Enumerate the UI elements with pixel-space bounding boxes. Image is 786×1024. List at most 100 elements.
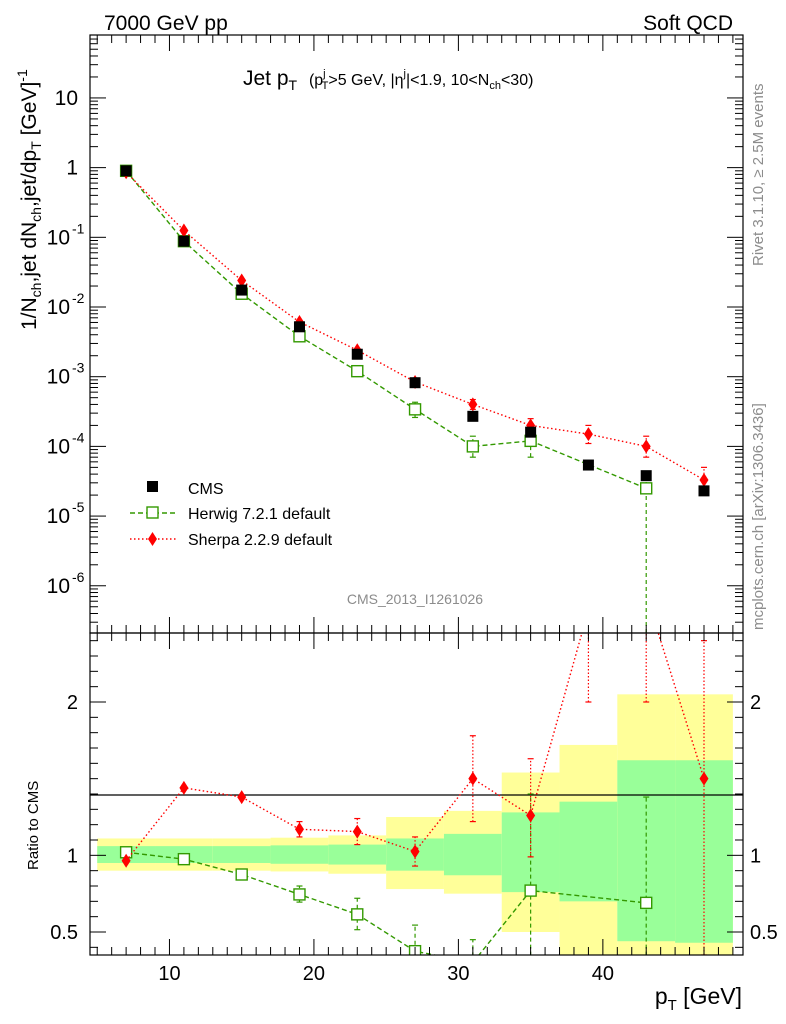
ylabel-b-sub: ch: [28, 207, 44, 222]
main-y-tick-exponent: -6: [72, 569, 85, 585]
main-cms-point: [120, 165, 132, 177]
ratio-marks: [119, 603, 709, 955]
xlabel-sub: T: [668, 997, 677, 1014]
main-sherpa-line: [125, 171, 705, 481]
main-sherpa-point: [641, 439, 651, 454]
ylabel-a-sub: ch: [28, 283, 44, 298]
ratio-y-axis-label: Ratio to CMS: [25, 781, 42, 870]
title-cuts-pt-sup: j: [322, 68, 325, 80]
ratio-sherpa-point: [179, 780, 189, 795]
main-cms-point: [582, 459, 594, 471]
title-main-sub: T: [289, 77, 298, 93]
ratio-y-tick-label-left: 1: [67, 845, 78, 867]
ratio-sherpa-point: [584, 603, 593, 617]
rivet-version-label: Rivet 3.1.10, ≥ 2.5M events: [750, 84, 767, 267]
ratio-sherpa-point: [294, 822, 304, 837]
ratio-y-tick-label-left: 0.5: [50, 922, 78, 944]
main-sherpa-point: [468, 397, 478, 412]
process-label: Soft QCD: [643, 12, 733, 35]
ylabel-b: ,jet dN: [18, 222, 41, 283]
main-herwig-point: [408, 403, 422, 416]
main-herwig-point: [293, 330, 306, 343]
title-eta-sup: j: [403, 68, 406, 80]
main-y-tick-exponent: -2: [72, 290, 85, 306]
title-cuts-pt-sub: T: [322, 80, 329, 92]
title-cuts: (pj T>5 GeV, |ηj|<1.9, 10<Nch<30): [309, 68, 533, 92]
ylabel-c-sub: T: [28, 141, 44, 150]
ylabel-d-sup: -1: [14, 69, 30, 82]
ratio-sherpa-point: [237, 790, 247, 805]
main-cms-point: [525, 426, 537, 438]
main-cms-point: [236, 284, 248, 296]
main-cms-point: [640, 470, 652, 482]
analysis-id-label: CMS_2013_I1261026: [347, 591, 483, 607]
main-cms-point: [698, 485, 710, 497]
main-cms-point: [351, 348, 363, 360]
main-sherpa-point: [237, 273, 247, 288]
x-axis-label: pT [GeV]: [655, 983, 742, 1014]
main-y-tick-exponent: -3: [72, 360, 85, 376]
x-tick-label: 20: [303, 963, 325, 985]
main-cms-point: [409, 377, 421, 389]
main-herwig-point: [640, 482, 653, 495]
main-y-tick-exponent: -5: [72, 499, 85, 515]
main-y-axis-label: 1/Nch,jet dNch,jet/dpT [GeV]-1: [14, 69, 44, 330]
x-tick-label: 30: [447, 963, 469, 985]
ratio-herwig-point: [177, 852, 191, 866]
main-y-tick-label: 10: [47, 435, 70, 458]
energy-label: 7000 GeV pp: [104, 12, 228, 35]
legend-marker-herwig: [146, 506, 159, 519]
ylabel-d: [GeV]: [18, 82, 41, 142]
title-main: Jet p: [243, 67, 289, 90]
main-sherpa-point: [179, 223, 189, 238]
title-cuts-rest: >5 GeV, |η: [328, 72, 403, 89]
ratio-band-inner: [443, 833, 502, 876]
ratio-y-tick-label-right: 0.5: [750, 922, 778, 944]
main-y-tick-label: 10: [47, 366, 70, 389]
ratio-band-inner: [617, 760, 676, 942]
legend: CMS Herwig 7.2.1 default Sherpa 2.2.9 de…: [130, 481, 333, 549]
main-herwig-point: [466, 440, 480, 453]
ratio-herwig-point: [351, 908, 364, 921]
main-herwig-line: [125, 170, 647, 489]
x-tick-label: 40: [592, 963, 614, 985]
ratio-plot-panel: 10 20 30 40 0.5 0.5 1 1 2 2 Ratio to CMS pT [GeV]: [25, 603, 778, 1014]
ratio-herwig-point: [235, 868, 248, 881]
title-cuts-end: <30): [501, 72, 533, 89]
main-y-tick-label: 10: [47, 505, 70, 528]
ratio-sherpa-point: [526, 808, 536, 823]
ratio-band-inner: [559, 801, 618, 902]
main-marks: [119, 164, 710, 633]
main-y-tick-exponent: -4: [72, 429, 85, 445]
title-cuts-open: (p: [309, 72, 323, 89]
legend-label-herwig: Herwig 7.2.1 default: [188, 506, 331, 523]
ratio-band-inner: [328, 844, 387, 865]
xlabel-unit: [GeV]: [677, 983, 742, 1009]
title-cuts-tail: |<1.9, 10<N: [406, 72, 489, 89]
xlabel-main: p: [655, 983, 668, 1009]
plot-title: Jet pT (pj T>5 GeV, |ηj|<1.9, 10<Nch<30): [243, 67, 533, 95]
main-y-tick-label: 1: [66, 157, 78, 180]
ratio-herwig-point: [293, 888, 306, 901]
ylabel-c: ,jet/dp: [18, 150, 41, 207]
ratio-y-tick-label-right: 2: [750, 692, 761, 714]
mcplots-label: mcplots.cern.ch [arXiv:1306.3436]: [750, 403, 767, 630]
main-y-tick-label: 10: [47, 226, 70, 249]
legend-marker-cms: [147, 481, 158, 492]
legend-marker-sherpa: [148, 532, 157, 546]
main-y-tick-exponent: -1: [72, 220, 85, 236]
ratio-herwig-point: [640, 896, 653, 910]
main-y-tick-label: 10: [47, 575, 70, 598]
legend-label-cms: CMS: [188, 481, 224, 498]
ylabel-a: 1/N: [18, 297, 41, 330]
ratio-band-inner: [270, 845, 329, 864]
ratio-herwig-point: [524, 884, 537, 897]
ratio-sherpa-point: [352, 824, 362, 839]
main-cms-point: [178, 235, 190, 247]
ratio-sherpa-point: [699, 771, 709, 786]
ratio-sherpa-point: [410, 844, 420, 859]
ratio-sherpa-point: [121, 853, 131, 868]
main-herwig-point: [351, 364, 364, 378]
